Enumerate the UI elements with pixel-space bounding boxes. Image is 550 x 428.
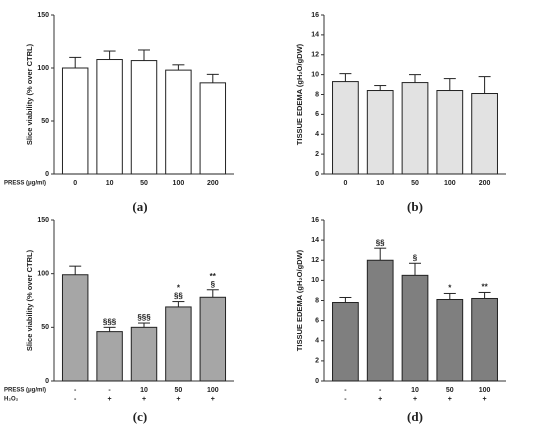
bar (61, 274, 89, 382)
x-tick-label: 100 (207, 387, 219, 394)
bar (332, 302, 359, 382)
x-tick-label: 10 (106, 180, 114, 187)
y-tick-label: 0 (45, 171, 49, 178)
bar (165, 306, 192, 382)
bar (61, 67, 89, 175)
x-tick-label: 50 (140, 180, 148, 187)
bar (199, 82, 227, 175)
x-tick-label: - (108, 387, 111, 394)
bar (130, 60, 158, 175)
x-tick-label: 200 (207, 180, 219, 187)
y-tick-label: 0 (45, 378, 49, 385)
y-tick-label: 16 (311, 217, 319, 224)
y-tick-label: 14 (311, 237, 319, 244)
x-tick-label: 100 (479, 387, 491, 394)
bar (401, 274, 429, 382)
bar (332, 81, 359, 175)
y-tick-label: 4 (315, 338, 319, 345)
panel-label: (b) (407, 199, 423, 214)
x-tick-label: + (413, 396, 417, 403)
annotation: * (448, 284, 452, 293)
annotation: §§ (376, 238, 385, 247)
y-tick-label: 14 (311, 32, 319, 39)
y-tick-label: 10 (311, 277, 319, 284)
x-tick-label: - (379, 387, 382, 394)
bar (96, 331, 123, 382)
y-tick-label: 50 (41, 324, 49, 331)
y-tick-label: 16 (311, 12, 319, 19)
y-axis-label: TISSUE EDEMA (gH₂O/gDW) (295, 43, 304, 145)
annotation: §§§ (103, 317, 117, 326)
x-tick-label: + (483, 396, 487, 403)
bar (436, 298, 464, 382)
bar (366, 90, 394, 175)
x-tick-label: + (211, 396, 215, 403)
y-tick-label: 0 (315, 378, 319, 385)
bar (130, 326, 158, 382)
x-tick-label: + (108, 396, 112, 403)
row-label: H₂O₂ (4, 397, 19, 403)
x-tick-label: 0 (343, 180, 347, 187)
x-tick-label: + (448, 396, 452, 403)
bar (471, 297, 498, 382)
y-tick-label: 10 (311, 71, 319, 78)
x-tick-label: 10 (140, 387, 148, 394)
panel-label: (a) (132, 199, 147, 214)
row-label: PRESS (μg/ml) (4, 181, 46, 187)
y-tick-label: 100 (37, 271, 49, 278)
x-tick-label: - (344, 387, 347, 394)
annotation: § (211, 280, 216, 289)
panel-label: (c) (133, 409, 147, 424)
annotation: §§ (174, 292, 183, 301)
y-tick-label: 150 (37, 217, 49, 224)
x-tick-label: 50 (411, 180, 419, 187)
annotation: §§§ (137, 313, 151, 322)
x-tick-label: 100 (173, 180, 185, 187)
x-tick-label: 50 (175, 387, 183, 394)
bar (199, 296, 227, 382)
y-tick-label: 12 (311, 257, 319, 264)
x-tick-label: 0 (73, 180, 77, 187)
y-tick-label: 150 (37, 12, 49, 19)
annotation: ** (210, 272, 217, 281)
y-tick-label: 6 (315, 317, 319, 324)
y-tick-label: 8 (315, 91, 319, 98)
x-tick-label: 200 (479, 180, 491, 187)
y-tick-label: 2 (315, 358, 319, 365)
x-tick-label: + (176, 396, 180, 403)
x-tick-label: 10 (411, 387, 419, 394)
y-axis-label: TISSUE EDEMA (gH₂O/gDW) (295, 249, 304, 351)
y-axis-label: Slice viability (% over CTRL) (25, 43, 34, 145)
y-tick-label: 6 (315, 111, 319, 118)
bar (401, 82, 429, 175)
x-tick-label: + (142, 396, 146, 403)
bar (436, 90, 464, 175)
annotation: § (413, 253, 418, 262)
x-tick-label: 50 (446, 387, 454, 394)
y-tick-label: 0 (315, 171, 319, 178)
x-tick-label: + (378, 396, 382, 403)
panel-label: (d) (407, 409, 423, 424)
y-tick-label: 50 (41, 118, 49, 125)
y-axis-label: Slice viability (% over CTRL) (25, 249, 34, 351)
x-tick-label: - (344, 396, 347, 403)
bar (96, 59, 123, 175)
annotation: ** (481, 283, 488, 292)
y-tick-label: 4 (315, 131, 319, 138)
x-tick-label: 100 (444, 180, 456, 187)
y-tick-label: 100 (37, 65, 49, 72)
x-tick-label: 10 (376, 180, 384, 187)
y-tick-label: 8 (315, 297, 319, 304)
x-tick-label: - (74, 396, 77, 403)
bar (471, 93, 498, 175)
row-label: PRESS (μg/ml) (4, 388, 46, 394)
bar (165, 69, 192, 175)
x-tick-label: - (74, 387, 77, 394)
annotation: * (177, 284, 181, 293)
y-tick-label: 12 (311, 52, 319, 59)
bar (366, 259, 394, 382)
y-tick-label: 2 (315, 151, 319, 158)
